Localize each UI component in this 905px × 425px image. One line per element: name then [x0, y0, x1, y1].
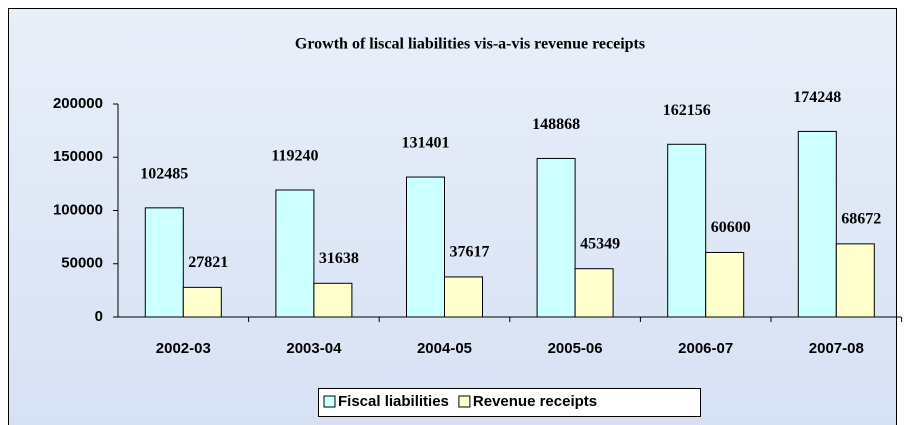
data-label: 162156: [663, 102, 711, 119]
data-label: 148868: [532, 116, 580, 133]
bar: [444, 276, 483, 318]
y-tick-label: 0: [95, 308, 103, 325]
legend-label: Fiscal liabilities: [338, 393, 449, 410]
y-tick-label: 150000: [53, 148, 103, 165]
bar: [797, 130, 837, 318]
x-tick-label: 2005-06: [548, 340, 603, 357]
bar: [275, 189, 315, 318]
y-tick-label: 100000: [53, 201, 103, 218]
bar: [144, 207, 184, 318]
bar: [536, 157, 576, 318]
x-tick-label: 2006-07: [678, 340, 733, 357]
legend-swatch: [323, 395, 336, 408]
data-label: 31638: [319, 250, 359, 267]
y-tick-label: 200000: [53, 95, 103, 112]
x-tick-label: 2004-05: [417, 340, 472, 357]
chart-background: [8, 8, 897, 425]
data-label: 27821: [188, 254, 228, 271]
x-tick-label: 2007-08: [809, 340, 864, 357]
bar: [406, 176, 445, 318]
bar: [574, 268, 614, 318]
bar: [835, 243, 875, 318]
legend-swatch: [458, 395, 471, 408]
bar: [182, 286, 222, 318]
x-tick-label: 2002-03: [156, 340, 211, 357]
bar: [667, 143, 707, 318]
legend: Fiscal liabilities Revenue receipts: [318, 388, 701, 417]
data-label: 119240: [271, 148, 318, 165]
data-label: 131401: [402, 135, 450, 152]
legend-label: Revenue receipts: [473, 393, 597, 410]
chart-title: Growth of liscal liabilities vis-a-vis r…: [295, 36, 645, 53]
data-label: 60600: [711, 219, 751, 236]
data-label: 174248: [793, 89, 841, 106]
bar: [705, 251, 745, 318]
data-label: 45349: [580, 235, 620, 252]
bar: [313, 282, 353, 318]
data-label: 68672: [841, 211, 881, 228]
data-label: 102485: [140, 166, 188, 183]
y-tick-label: 50000: [61, 255, 103, 272]
x-tick-label: 2003-04: [286, 340, 342, 357]
data-label: 37617: [450, 244, 490, 261]
legend-box: [318, 388, 701, 417]
